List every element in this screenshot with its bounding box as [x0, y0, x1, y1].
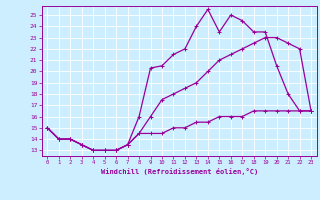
X-axis label: Windchill (Refroidissement éolien,°C): Windchill (Refroidissement éolien,°C): [100, 168, 258, 175]
